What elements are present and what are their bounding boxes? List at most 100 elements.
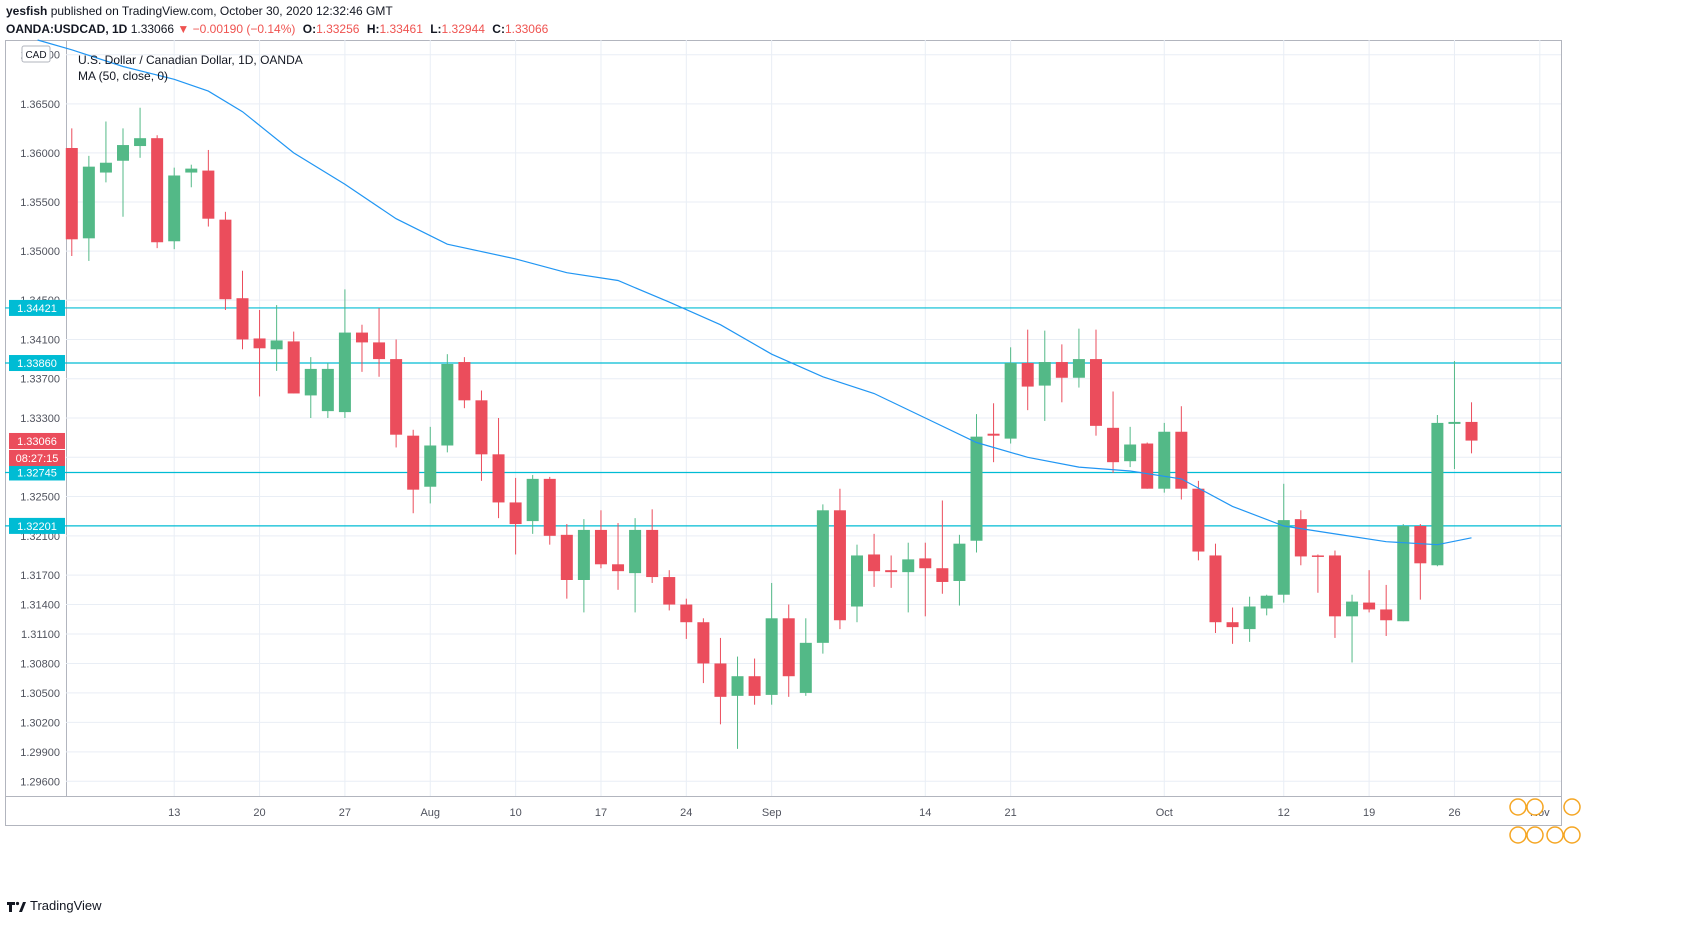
candle-down bbox=[594, 510, 607, 569]
candle-down bbox=[782, 604, 795, 697]
y-tick-label: 1.35500 bbox=[20, 197, 60, 209]
symbol-ohlc-bar: OANDA:USDCAD, 1D 1.33066 ▼ −0.00190 (−0.… bbox=[6, 22, 548, 36]
open-label: O: bbox=[302, 22, 317, 36]
candle-up bbox=[270, 305, 283, 371]
low-value: 1.32944 bbox=[441, 22, 485, 36]
candle-up bbox=[526, 474, 539, 534]
candle-body bbox=[134, 138, 147, 147]
candle-up bbox=[321, 363, 334, 418]
candle-down bbox=[936, 500, 949, 594]
candle-body bbox=[629, 529, 642, 574]
last-value: 1.33066 bbox=[130, 22, 175, 36]
chart-legend: U.S. Dollar / Canadian Dollar, 1D, OANDA… bbox=[78, 52, 303, 84]
x-tick-label: 10 bbox=[509, 807, 521, 819]
candle-up bbox=[629, 518, 642, 613]
candle-down bbox=[1175, 406, 1188, 500]
y-tick-label: 1.29900 bbox=[20, 747, 60, 759]
y-tick-label: 1.34100 bbox=[20, 334, 60, 346]
publish-info: yesfish published on TradingView.com, Oc… bbox=[6, 4, 393, 18]
candle-body bbox=[646, 529, 659, 578]
candle-body bbox=[151, 138, 164, 243]
candle-body bbox=[782, 618, 795, 677]
candle-down bbox=[458, 357, 471, 409]
candle-body bbox=[765, 618, 778, 695]
candle-body bbox=[82, 166, 95, 239]
candle-down bbox=[1209, 543, 1222, 634]
candle-down bbox=[202, 149, 215, 227]
hline-price-tag bbox=[9, 299, 65, 316]
candle-down bbox=[680, 598, 693, 639]
candle-down bbox=[833, 488, 846, 630]
candle-up bbox=[1346, 594, 1359, 663]
candle-body bbox=[407, 435, 420, 490]
x-tick-label: 27 bbox=[339, 807, 351, 819]
candle-body bbox=[441, 364, 454, 446]
candle-down bbox=[885, 555, 898, 588]
chart-frame bbox=[5, 40, 1562, 826]
symbol-label[interactable]: OANDA:USDCAD, 1D bbox=[6, 22, 128, 36]
candle-down bbox=[560, 524, 573, 599]
published-text: published on TradingView.com, October 30… bbox=[50, 4, 393, 18]
x-tick-label: 13 bbox=[168, 807, 180, 819]
hline-price-label: 1.33860 bbox=[17, 358, 57, 370]
legend-indicator[interactable]: MA (50, close, 0) bbox=[78, 69, 169, 83]
candle-body bbox=[117, 145, 129, 161]
candle-up bbox=[134, 107, 147, 158]
candle-body bbox=[338, 332, 351, 413]
y-tick-label: 1.30800 bbox=[20, 658, 60, 670]
candle-up bbox=[731, 656, 744, 749]
author-name[interactable]: yesfish bbox=[6, 4, 48, 18]
candle-down bbox=[219, 211, 232, 310]
candle-down bbox=[612, 523, 625, 590]
high-value: 1.33461 bbox=[379, 22, 423, 36]
candle-down bbox=[509, 477, 522, 555]
candle-body bbox=[799, 642, 812, 693]
y-tick-label: 1.33700 bbox=[20, 374, 60, 386]
candle-up bbox=[117, 128, 129, 217]
hline-price-label: 1.32201 bbox=[17, 521, 57, 533]
x-tick-label: 24 bbox=[680, 807, 692, 819]
candle-up bbox=[851, 544, 864, 623]
candle-body bbox=[816, 510, 829, 643]
candle-body bbox=[1311, 555, 1324, 557]
candle-body bbox=[390, 359, 403, 435]
candle-up bbox=[1158, 422, 1171, 493]
candle-up bbox=[1072, 328, 1085, 388]
candle-up bbox=[816, 504, 829, 654]
candle-body bbox=[1448, 421, 1461, 424]
candle-down bbox=[1294, 510, 1307, 566]
economic-event-icon bbox=[1546, 826, 1564, 844]
candle-body bbox=[748, 676, 761, 696]
moving-average-line bbox=[37, 39, 1472, 546]
close-value: 1.33066 bbox=[504, 22, 549, 36]
x-tick-label: Oct bbox=[1156, 807, 1173, 819]
candle-down bbox=[390, 339, 403, 448]
candle-body bbox=[1277, 520, 1290, 595]
open-value: 1.33256 bbox=[316, 22, 360, 36]
candle-body bbox=[594, 529, 607, 565]
candle-up bbox=[799, 618, 812, 696]
candle-up bbox=[765, 582, 778, 705]
candle-body bbox=[202, 170, 215, 219]
candle-down bbox=[1089, 329, 1102, 436]
candle-body bbox=[1328, 555, 1341, 617]
candle-body bbox=[1158, 431, 1171, 489]
candle-body bbox=[714, 663, 727, 697]
candle-body bbox=[287, 341, 300, 394]
candle-down bbox=[1328, 550, 1341, 638]
candle-body bbox=[1465, 421, 1478, 441]
candle-down bbox=[1414, 524, 1427, 600]
candle-down bbox=[151, 135, 164, 249]
x-tick-label: 20 bbox=[253, 807, 265, 819]
footer-brand[interactable]: TradingView bbox=[30, 898, 102, 913]
candle-up bbox=[953, 534, 966, 606]
candle-body bbox=[475, 400, 488, 455]
candle-body bbox=[577, 529, 590, 580]
last-price-tag bbox=[9, 432, 65, 449]
candle-body bbox=[1107, 427, 1120, 463]
candle-body bbox=[1021, 363, 1034, 387]
candle-down bbox=[1192, 480, 1205, 561]
candle-down bbox=[697, 618, 710, 684]
economic-event-icon bbox=[1509, 826, 1527, 844]
